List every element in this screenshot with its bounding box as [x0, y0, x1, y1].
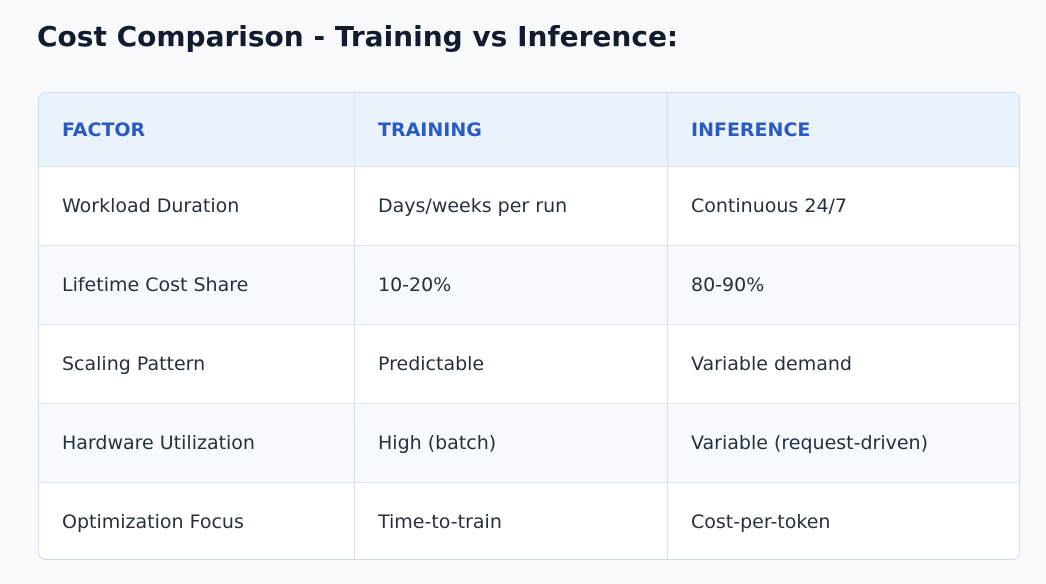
comparison-table: FACTOR TRAINING INFERENCE Workload Duratio…	[39, 93, 1019, 559]
header-row: FACTOR TRAINING INFERENCE	[39, 93, 1019, 167]
title: Cost Comparison - Training vs Inference:	[37, 20, 679, 53]
table-cell: Scaling Pattern	[39, 324, 355, 404]
table-row: Hardware Utilization High (batch) Variable…	[39, 403, 1019, 483]
table-cell: Predictable	[354, 324, 668, 404]
table-cell: Variable (request-driven)	[667, 403, 1019, 483]
table-cell: Continuous 24/7	[667, 166, 1019, 246]
table-cell: Time-to-train	[354, 482, 668, 559]
table-cell: High (batch)	[354, 403, 668, 483]
column-header: FACTOR	[39, 93, 355, 167]
table-cell: Lifetime Cost Share	[39, 245, 355, 325]
table-body: Workload Duration Days/weeks per run Conti…	[39, 166, 1019, 559]
table-row: Optimization Focus Time-to-train Cost-per-…	[39, 482, 1019, 559]
table-cell: Cost-per-token	[691, 511, 831, 533]
column-header: TRAINING	[354, 93, 668, 167]
table-row: Lifetime Cost Share 10-20% 80-90%	[39, 245, 1019, 325]
table-cell: Days/weeks per run	[354, 166, 668, 246]
column-header: INFERENCE	[667, 93, 1019, 167]
table-cell: Optimization Focus	[39, 482, 355, 559]
table-cell: 80-90%	[667, 245, 1019, 325]
table-cell: Hardware Utilization	[39, 403, 355, 483]
table-row: Workload Duration Days/weeks per run Conti…	[39, 166, 1019, 246]
table-container: FACTOR TRAINING INFERENCE Workload Duratio…	[38, 92, 1020, 560]
table-cell: 10-20%	[354, 245, 668, 325]
table-row: Scaling Pattern Predictable Variable deman…	[39, 324, 1019, 404]
table-cell: Variable demand	[667, 324, 1019, 404]
table-cell: Workload Duration	[39, 166, 355, 246]
